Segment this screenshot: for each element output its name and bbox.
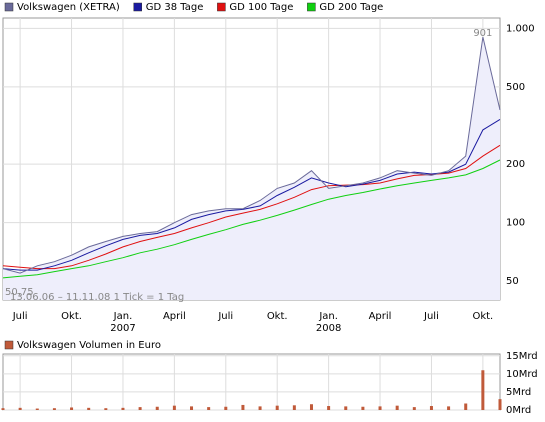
volume-bar [155, 406, 159, 410]
annotation: 901 [473, 28, 492, 39]
x-tick-label: Okt. [61, 311, 82, 322]
x-tick-label: Juli [423, 311, 439, 322]
volume-bar [378, 406, 382, 410]
volume-bar [258, 406, 262, 410]
legend-label: Volkswagen Volumen in Euro [17, 340, 161, 351]
volume-bar [292, 405, 296, 410]
x-tick-label: Jan. [318, 311, 338, 322]
y-tick-label: 15Mrd [506, 351, 538, 362]
legend-swatch [307, 2, 316, 12]
x-tick-label: April [369, 311, 392, 322]
footnote: 13.06.06 – 11.11.08 1 Tick = 1 Tag [10, 292, 184, 303]
volume-bar [104, 408, 108, 410]
plot-area [2, 353, 501, 411]
legend-label: GD 200 Tage [319, 2, 383, 13]
volume-bar [241, 404, 245, 410]
series-line [2, 159, 501, 279]
volume-bar [87, 407, 91, 410]
y-tick-label: 1.000 [506, 23, 535, 34]
volume-bar [35, 408, 39, 410]
legend-label: Volkswagen (XETRA) [17, 2, 120, 13]
volume-bar [18, 407, 22, 410]
volume-bar [138, 407, 142, 410]
volume-bar [121, 407, 125, 410]
series-line [2, 144, 501, 270]
legend-swatch [4, 2, 14, 12]
volume-bar [309, 404, 313, 410]
y-tick-label: 200 [506, 159, 525, 170]
legend-label: GD 38 Tage [146, 2, 204, 13]
volume-bar [429, 406, 433, 410]
legend-label: GD 100 Tage [229, 2, 293, 13]
x-tick-label: Okt. [267, 311, 288, 322]
volume-bar [412, 407, 416, 410]
volume-bar [498, 399, 502, 410]
y-tick-label: 0Mrd [506, 405, 531, 416]
volume-bar [172, 405, 176, 410]
volume-bar [70, 407, 74, 410]
y-tick-label: 100 [506, 218, 525, 229]
volume-bar [1, 408, 5, 410]
volume-bar [344, 406, 348, 410]
volume-bar [190, 406, 194, 410]
x-tick-label: Juli [12, 311, 28, 322]
volume-bar [481, 370, 485, 410]
volume-bar [447, 406, 451, 410]
annotation: 50,75 [5, 287, 34, 298]
volume-bar [361, 406, 365, 410]
volume-bar [327, 406, 331, 410]
price-area [3, 37, 500, 300]
volume-bar [275, 405, 279, 410]
volume-bar [52, 408, 56, 410]
x-tick-label: April [163, 311, 186, 322]
volume-bar [395, 405, 399, 410]
year-label: 2008 [316, 323, 341, 334]
year-label: 2007 [110, 323, 135, 334]
y-tick-label: 10Mrd [506, 369, 538, 380]
volume-bar [464, 403, 468, 410]
y-tick-label: 50 [506, 276, 519, 287]
y-tick-label: 500 [506, 82, 525, 93]
x-tick-label: Jan. [113, 311, 133, 322]
series-line [2, 118, 501, 271]
legend-swatch [4, 340, 14, 350]
x-tick-label: Juli [217, 311, 233, 322]
volume-bar [224, 406, 228, 410]
legend-swatch [133, 2, 142, 12]
series-line [2, 36, 501, 274]
y-tick-label: 5Mrd [506, 387, 531, 398]
x-tick-label: Okt. [472, 311, 493, 322]
legend-swatch [217, 2, 226, 12]
volume-bar [207, 407, 211, 410]
